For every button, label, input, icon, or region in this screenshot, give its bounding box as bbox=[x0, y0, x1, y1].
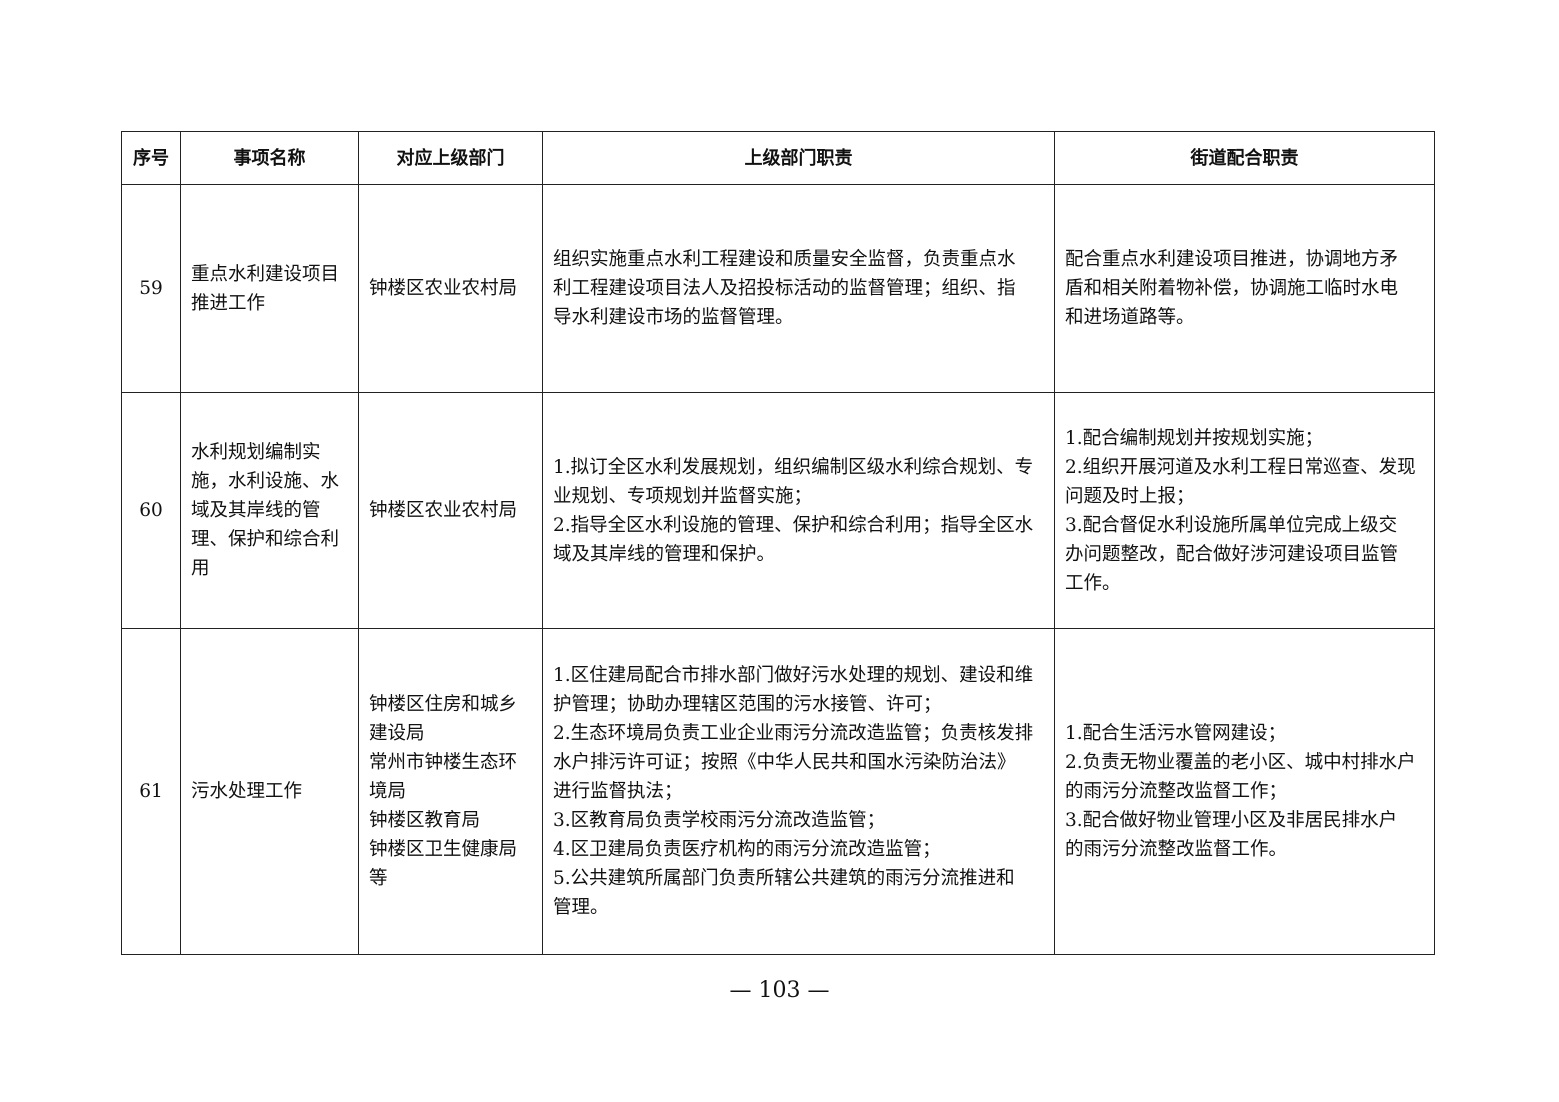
row-no: 59 bbox=[121, 184, 181, 393]
row-duty: 组织实施重点水利工程建设和质量安全监督，负责重点水 利工程建设项目法人及招投标活… bbox=[542, 184, 1055, 393]
row-dept: 钟楼区住房和城乡 建设局 常州市钟楼生态环 境局 钟楼区教育局 钟楼区卫生健康局… bbox=[358, 628, 543, 955]
row-street: 配合重点水利建设项目推进，协调地方矛 盾和相关附着物补偿，协调施工临时水电 和进… bbox=[1054, 184, 1435, 393]
header-street: 街道配合职责 bbox=[1054, 131, 1435, 185]
table-row: 60 水利规划编制实 施，水利设施、水 域及其岸线的管 理、保护和综合利 用 钟… bbox=[121, 392, 1435, 629]
duties-table: 序号 事项名称 对应上级部门 上级部门职责 街道配合职责 59 重点水利建设项目… bbox=[121, 131, 1435, 955]
row-no: 61 bbox=[121, 628, 181, 955]
row-duty: 1.拟订全区水利发展规划，组织编制区级水利综合规划、专 业规划、专项规划并监督实… bbox=[542, 392, 1055, 629]
row-street: 1.配合编制规划并按规划实施； 2.组织开展河道及水利工程日常巡查、发现 问题及… bbox=[1054, 392, 1435, 629]
header-no: 序号 bbox=[121, 131, 181, 185]
row-street: 1.配合生活污水管网建设； 2.负责无物业覆盖的老小区、城中村排水户 的雨污分流… bbox=[1054, 628, 1435, 955]
header-dept: 对应上级部门 bbox=[358, 131, 543, 185]
table-row: 59 重点水利建设项目 推进工作 钟楼区农业农村局 组织实施重点水利工程建设和质… bbox=[121, 184, 1435, 393]
row-duty: 1.区住建局配合市排水部门做好污水处理的规划、建设和维 护管理；协助办理辖区范围… bbox=[542, 628, 1055, 955]
header-name: 事项名称 bbox=[180, 131, 359, 185]
row-name: 重点水利建设项目 推进工作 bbox=[180, 184, 359, 393]
page-number: — 103 — bbox=[729, 978, 830, 1003]
row-dept: 钟楼区农业农村局 bbox=[358, 392, 543, 629]
row-no: 60 bbox=[121, 392, 181, 629]
row-name: 水利规划编制实 施，水利设施、水 域及其岸线的管 理、保护和综合利 用 bbox=[180, 392, 359, 629]
table-header-row: 序号 事项名称 对应上级部门 上级部门职责 街道配合职责 bbox=[121, 131, 1435, 185]
row-dept: 钟楼区农业农村局 bbox=[358, 184, 543, 393]
row-name: 污水处理工作 bbox=[180, 628, 359, 955]
table-row: 61 污水处理工作 钟楼区住房和城乡 建设局 常州市钟楼生态环 境局 钟楼区教育… bbox=[121, 628, 1435, 955]
header-duty: 上级部门职责 bbox=[542, 131, 1055, 185]
